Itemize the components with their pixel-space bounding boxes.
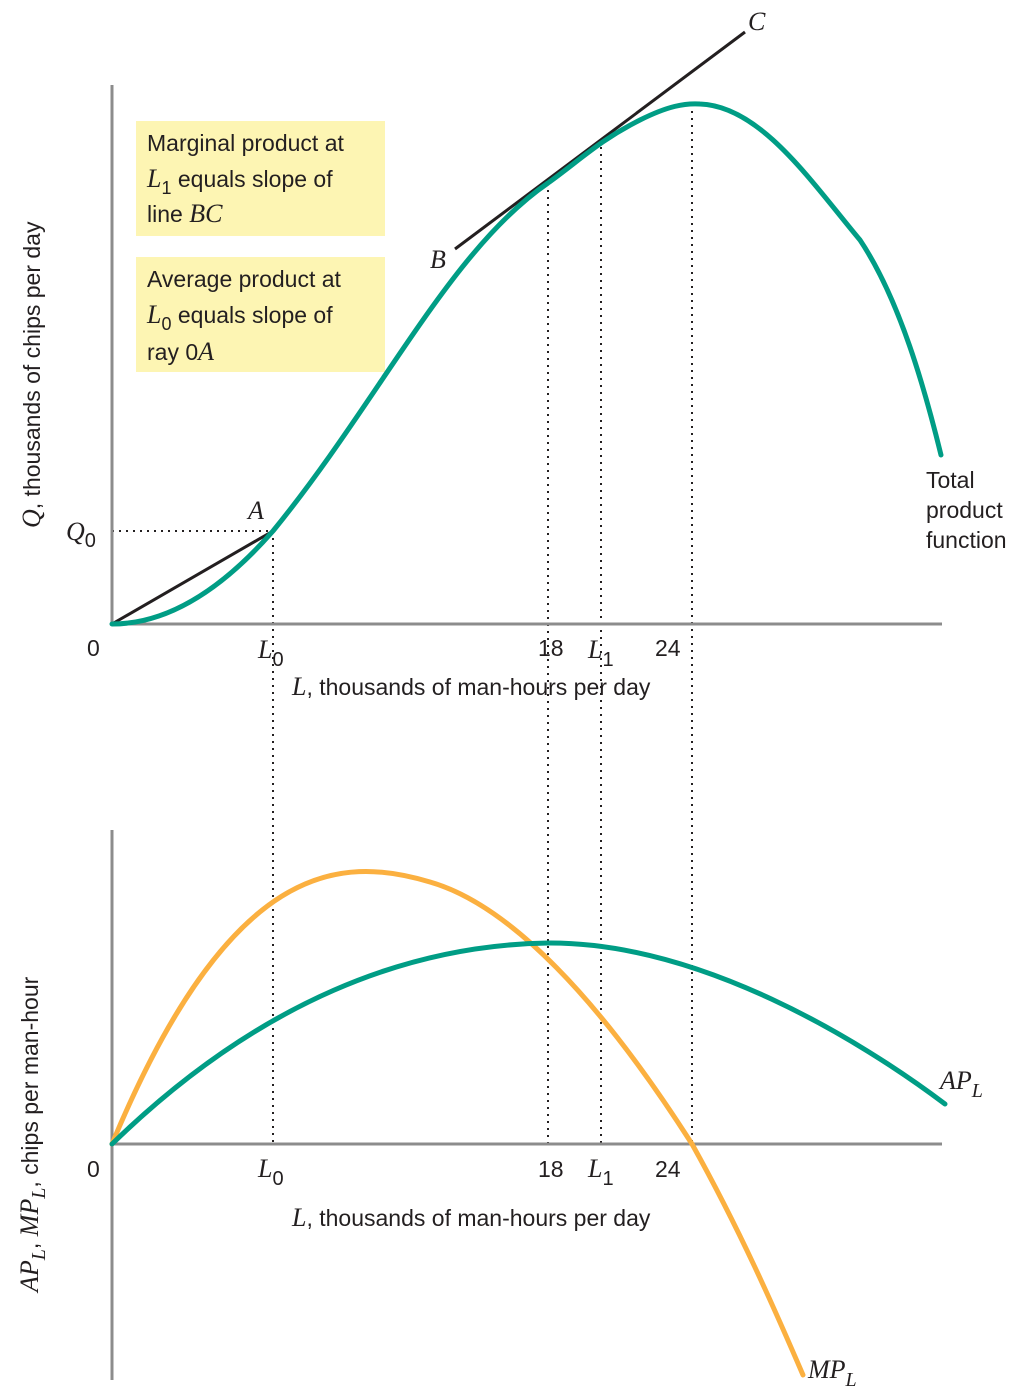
bottom-axes <box>110 830 942 1380</box>
bottom-l0-tick-label: L0 <box>257 1154 284 1190</box>
total-product-label-line2: product <box>926 497 1003 523</box>
bottom-18-tick-label: 18 <box>538 1156 564 1182</box>
point-a-label: A <box>246 496 264 525</box>
bottom-24-tick-label: 24 <box>655 1156 681 1182</box>
total-product-label-line3: function <box>926 527 1007 553</box>
top-x-axis-label: L, thousands of man-hours per day <box>291 672 651 701</box>
ap-mp-panel: 0 L0 18 L1 24 L, thousands of man-hours … <box>15 830 983 1391</box>
top-y-axis-label: Q, thousands of chips per day <box>17 221 46 528</box>
marginal-note-line1: Marginal product at <box>147 130 344 156</box>
marginal-note-line3: line BC <box>147 199 223 228</box>
point-b-label: B <box>430 245 446 274</box>
average-note-line1: Average product at <box>147 266 342 292</box>
mp-curve-label: MPL <box>807 1355 857 1391</box>
bottom-origin-label: 0 <box>87 1156 100 1182</box>
marginal-product-curve <box>109 868 806 1378</box>
total-product-curve <box>109 101 944 627</box>
average-product-note-box <box>136 257 385 372</box>
bottom-y-axis-label: APL, MPL, chips per man-hour <box>15 976 50 1294</box>
top-18-tick-label: 18 <box>538 635 564 661</box>
marginal-note-line2: L1 equals slope of <box>146 164 333 198</box>
q0-tick-label: Q0 <box>66 517 96 552</box>
average-product-curve <box>109 940 948 1147</box>
ap-curve-label: APL <box>938 1066 983 1102</box>
bottom-l1-tick-label: L1 <box>587 1154 614 1190</box>
line-bc <box>454 30 746 251</box>
marginal-product-note-box <box>136 121 385 236</box>
total-product-label-line1: Total <box>926 467 975 493</box>
average-note-line3: ray 0A <box>147 337 214 366</box>
ray-0a <box>111 529 274 626</box>
point-c-label: C <box>748 7 766 36</box>
top-origin-label: 0 <box>87 635 100 661</box>
bottom-x-axis-label: L, thousands of man-hours per day <box>291 1203 651 1232</box>
top-l1-tick-label: L1 <box>587 635 614 671</box>
top-24-tick-label: 24 <box>655 635 681 661</box>
average-note-line2: L0 equals slope of <box>146 300 333 334</box>
total-product-panel: C B A Q0 0 L0 18 L1 24 L, thousands of m… <box>17 7 1007 1146</box>
top-l0-tick-label: L0 <box>257 635 284 671</box>
